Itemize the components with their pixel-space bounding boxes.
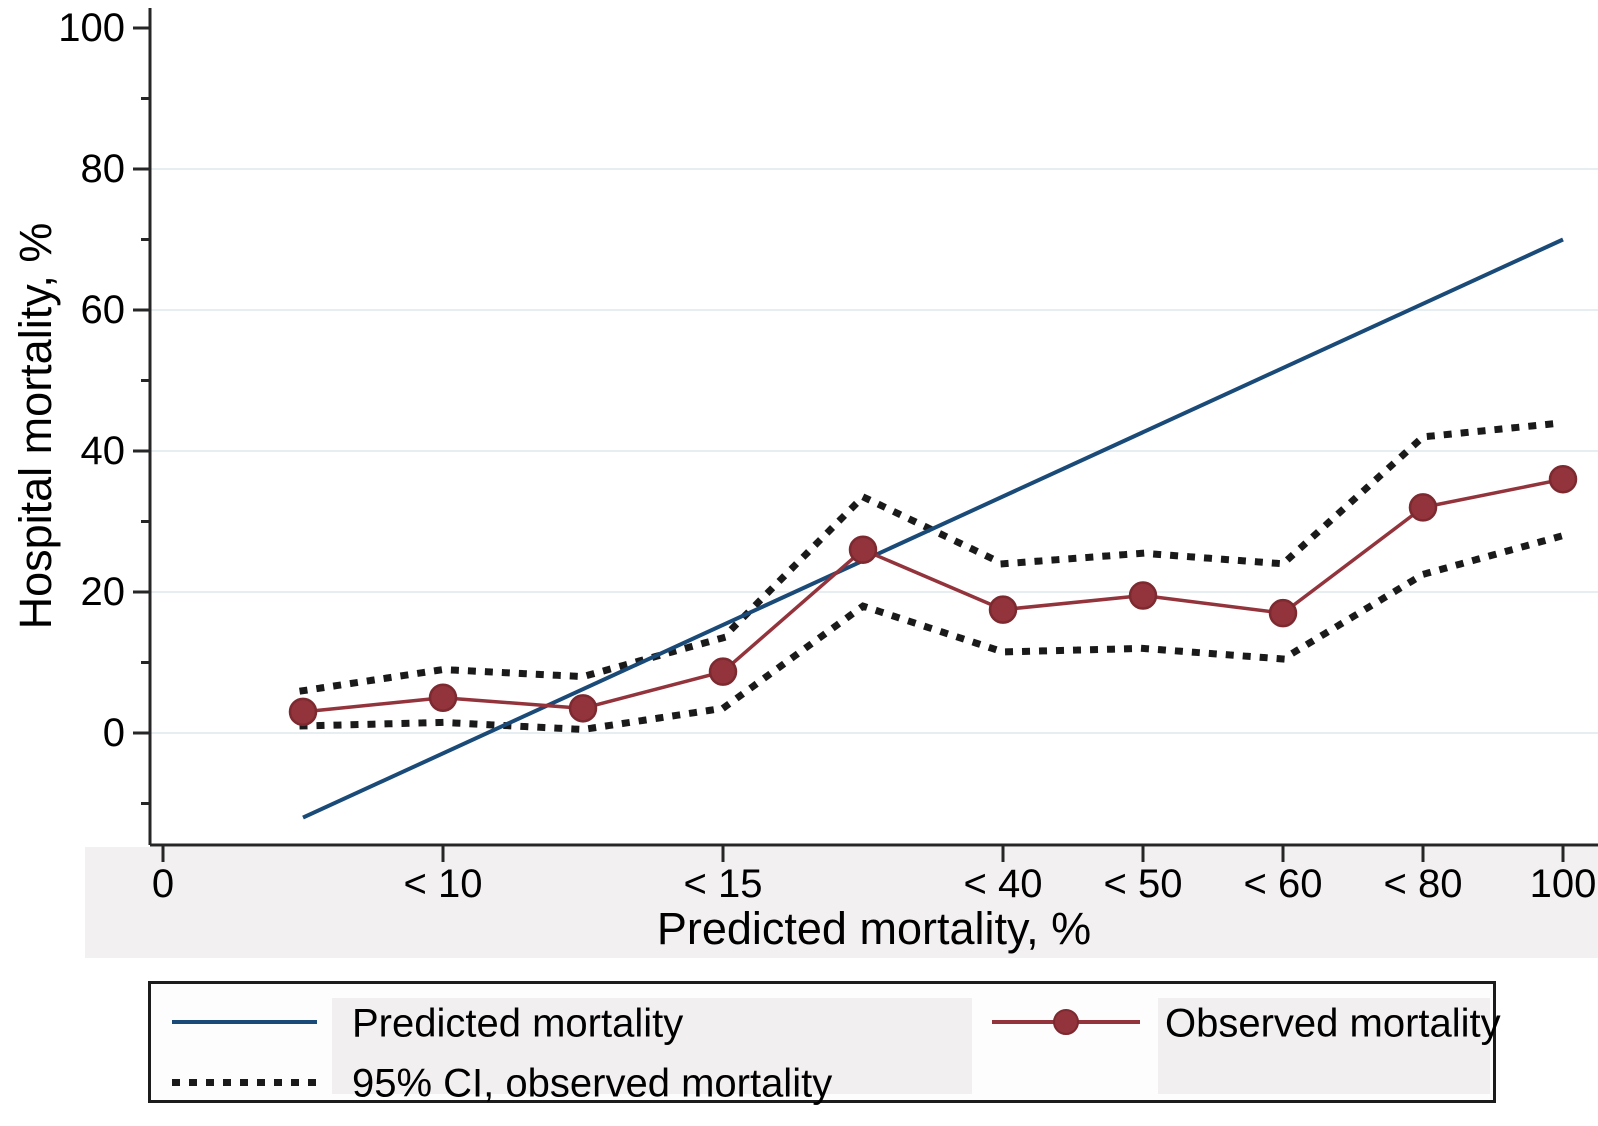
legend-label-ci: 95% CI, observed mortality — [352, 1061, 833, 1106]
observed-marker-swatch — [1053, 1009, 1079, 1035]
y-tick-label-20: 20 — [81, 570, 126, 614]
observed-mortality-marker — [708, 657, 738, 686]
observed-mortality-marker — [428, 683, 458, 712]
x-tick-label-4: < 50 — [1104, 862, 1183, 906]
x-tick-label-0: 0 — [152, 862, 174, 906]
x-tick-label-7: 100 — [1530, 862, 1597, 906]
observed-mortality-marker — [1128, 581, 1158, 610]
legend-label-predicted: Predicted mortality — [352, 1001, 684, 1046]
observed-mortality-marker — [568, 694, 598, 723]
y-tick-label-100: 100 — [58, 6, 125, 50]
95-ci-lower-bound-observed-mortality-line — [299, 531, 1568, 733]
y-tick-label-0: 0 — [103, 711, 125, 755]
legend-right-text-panel — [1158, 998, 1490, 1094]
y-tick-label-80: 80 — [81, 147, 126, 191]
observed-mortality-marker — [988, 595, 1018, 624]
predicted-line-swatch — [172, 1020, 317, 1024]
observed-mortality-marker — [1268, 598, 1298, 628]
observed-mortality-marker — [848, 535, 878, 564]
x-tick-label-3: < 40 — [964, 862, 1043, 906]
observed-mortality-line — [302, 477, 1564, 714]
x-tick-label-6: < 80 — [1384, 862, 1463, 906]
x-axis-label-strip — [85, 847, 1598, 958]
legend: Predicted mortality 95% CI, observed mor… — [148, 981, 1501, 1106]
observed-mortality-marker — [1548, 464, 1578, 494]
y-axis-title: Hospital mortality, % — [10, 222, 61, 630]
y-tick-label-60: 60 — [81, 288, 126, 332]
observed-mortality-marker — [1408, 493, 1438, 522]
x-tick-label-1: < 10 — [404, 862, 483, 906]
legend-left-text-panel — [332, 998, 972, 1094]
observed-mortality-marker — [288, 697, 318, 727]
predicted-mortality-line — [302, 237, 1564, 820]
legend-label-observed: Observed mortality — [1165, 1001, 1501, 1046]
x-tick-label-2: < 15 — [684, 862, 763, 906]
ci-dotted-swatch — [172, 1079, 320, 1086]
x-axis-title: Predicted mortality, % — [656, 903, 1092, 954]
95-ci-upper-bound-observed-mortality-line — [299, 418, 1567, 695]
y-tick-label-40: 40 — [81, 429, 126, 473]
x-tick-label-5: < 60 — [1244, 862, 1323, 906]
